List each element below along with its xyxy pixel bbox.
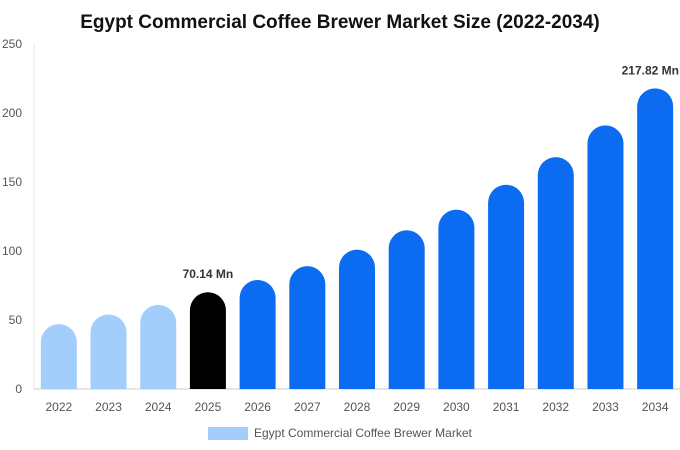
- x-axis-ticks: 2022 2023 2024 2025 2026 2027 2028 2029 2030 2031…: [45, 400, 668, 414]
- bar-2029: [388, 230, 425, 389]
- y-tick-label: 50: [9, 313, 23, 327]
- bar-2034: [637, 88, 674, 390]
- data-label-2025: 70.14 Mn: [183, 267, 234, 281]
- data-label-2034: 217.82 Mn: [622, 63, 679, 77]
- bar-2024: [140, 304, 177, 389]
- y-tick-label: 100: [2, 244, 22, 258]
- bar-2032: [537, 157, 574, 389]
- x-tick-label: 2031: [493, 400, 520, 414]
- x-tick-label: 2027: [294, 400, 321, 414]
- x-tick-label: 2023: [95, 400, 122, 414]
- legend-label: Egypt Commercial Coffee Brewer Market: [254, 426, 473, 440]
- x-tick-label: 2034: [642, 400, 669, 414]
- x-tick-label: 2026: [244, 400, 271, 414]
- y-tick-label: 250: [2, 37, 22, 51]
- x-tick-label: 2025: [195, 400, 222, 414]
- x-tick-label: 2022: [45, 400, 72, 414]
- bar-2030: [438, 209, 475, 389]
- y-tick-label: 200: [2, 106, 22, 120]
- x-tick-label: 2033: [592, 400, 619, 414]
- legend-swatch: [208, 427, 248, 440]
- bar-2033: [587, 125, 624, 390]
- bar-2027: [289, 266, 326, 389]
- bar-2023: [90, 314, 127, 389]
- bar-2022: [40, 324, 77, 389]
- y-tick-label: 0: [15, 382, 22, 396]
- bars-group: [40, 88, 674, 390]
- bar-2025: [189, 292, 226, 389]
- x-tick-label: 2032: [542, 400, 569, 414]
- x-tick-label: 2024: [145, 400, 172, 414]
- bar-2031: [488, 184, 525, 389]
- chart-title: Egypt Commercial Coffee Brewer Market Si…: [80, 12, 600, 33]
- x-tick-label: 2029: [393, 400, 420, 414]
- legend: Egypt Commercial Coffee Brewer Market: [208, 426, 473, 440]
- x-tick-label: 2030: [443, 400, 470, 414]
- y-axis-ticks: 0 50 100 150 200 250: [2, 37, 22, 396]
- y-tick-label: 150: [2, 175, 22, 189]
- x-tick-label: 2028: [344, 400, 371, 414]
- bar-2028: [339, 249, 375, 389]
- bar-2026: [239, 279, 276, 389]
- data-labels-group: 70.14 Mn 217.82 Mn: [183, 63, 679, 281]
